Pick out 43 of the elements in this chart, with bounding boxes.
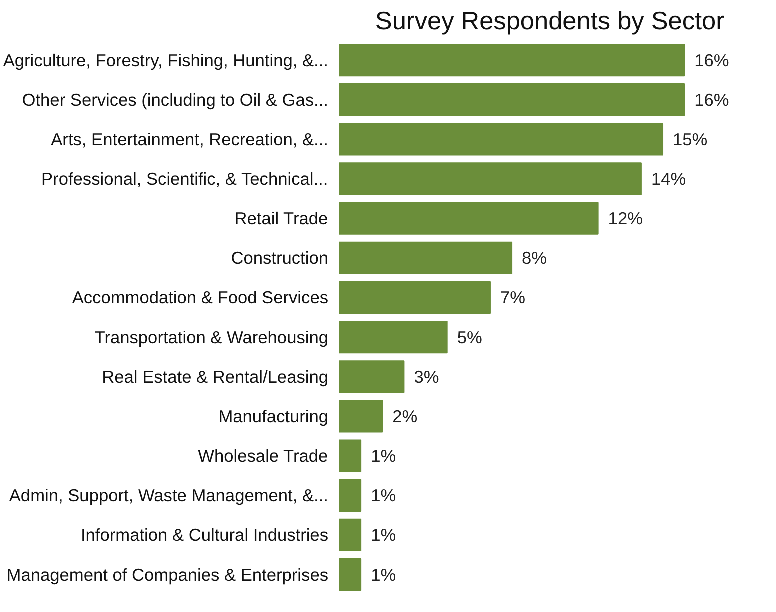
- y-tick-label: Management of Companies & Enterprises: [6, 564, 329, 585]
- data-label: 3%: [414, 366, 440, 387]
- data-label: 5%: [457, 327, 482, 348]
- y-tick-label: Admin, Support, Waste Management, &...: [9, 486, 329, 506]
- bar: [340, 518, 362, 552]
- y-tick-label: Professional, Scientific, & Technical...: [41, 169, 328, 190]
- data-label: 16%: [694, 90, 730, 110]
- bar: [340, 360, 405, 394]
- bar: [340, 162, 642, 196]
- bar: [340, 242, 513, 274]
- bar: [340, 84, 686, 116]
- bar: [340, 281, 491, 314]
- y-tick-label: Transportation & Warehousing: [94, 327, 329, 348]
- data-label: 15%: [673, 129, 708, 150]
- data-label: 7%: [500, 288, 526, 308]
- data-label: 2%: [392, 406, 418, 426]
- data-label: 16%: [694, 50, 730, 70]
- bar: [340, 479, 362, 512]
- chart-title: Survey Respondents by Sector: [375, 8, 726, 36]
- bar: [340, 44, 686, 77]
- y-tick-label: Arts, Entertainment, Recreation, &...: [51, 129, 329, 150]
- y-tick-label: Other Services (including to Oil & Gas...: [22, 90, 329, 110]
- bar: [340, 202, 599, 235]
- data-label: 8%: [522, 248, 548, 268]
- bar: [340, 400, 384, 433]
- data-label: 12%: [608, 208, 643, 229]
- y-tick-label: Information & Cultural Industries: [80, 525, 329, 546]
- bar: [340, 440, 362, 472]
- y-tick-label: Agriculture, Forestry, Fishing, Hunting, &...: [3, 50, 329, 70]
- y-tick-label: Retail Trade: [234, 208, 328, 229]
- data-label: 1%: [371, 564, 396, 585]
- data-label: 14%: [651, 169, 686, 190]
- bar: [340, 558, 362, 592]
- data-label: 1%: [371, 525, 396, 546]
- y-tick-label: Wholesale Trade: [198, 446, 328, 466]
- y-tick-label: Accommodation & Food Services: [72, 288, 329, 308]
- y-tick-label: Construction: [231, 248, 329, 268]
- y-tick-label: Real Estate & Rental/Leasing: [102, 366, 329, 387]
- data-label: 1%: [371, 486, 396, 506]
- bar: [340, 123, 664, 156]
- y-tick-label: Manufacturing: [218, 406, 329, 426]
- bar: [340, 320, 448, 354]
- data-label: 1%: [371, 446, 396, 466]
